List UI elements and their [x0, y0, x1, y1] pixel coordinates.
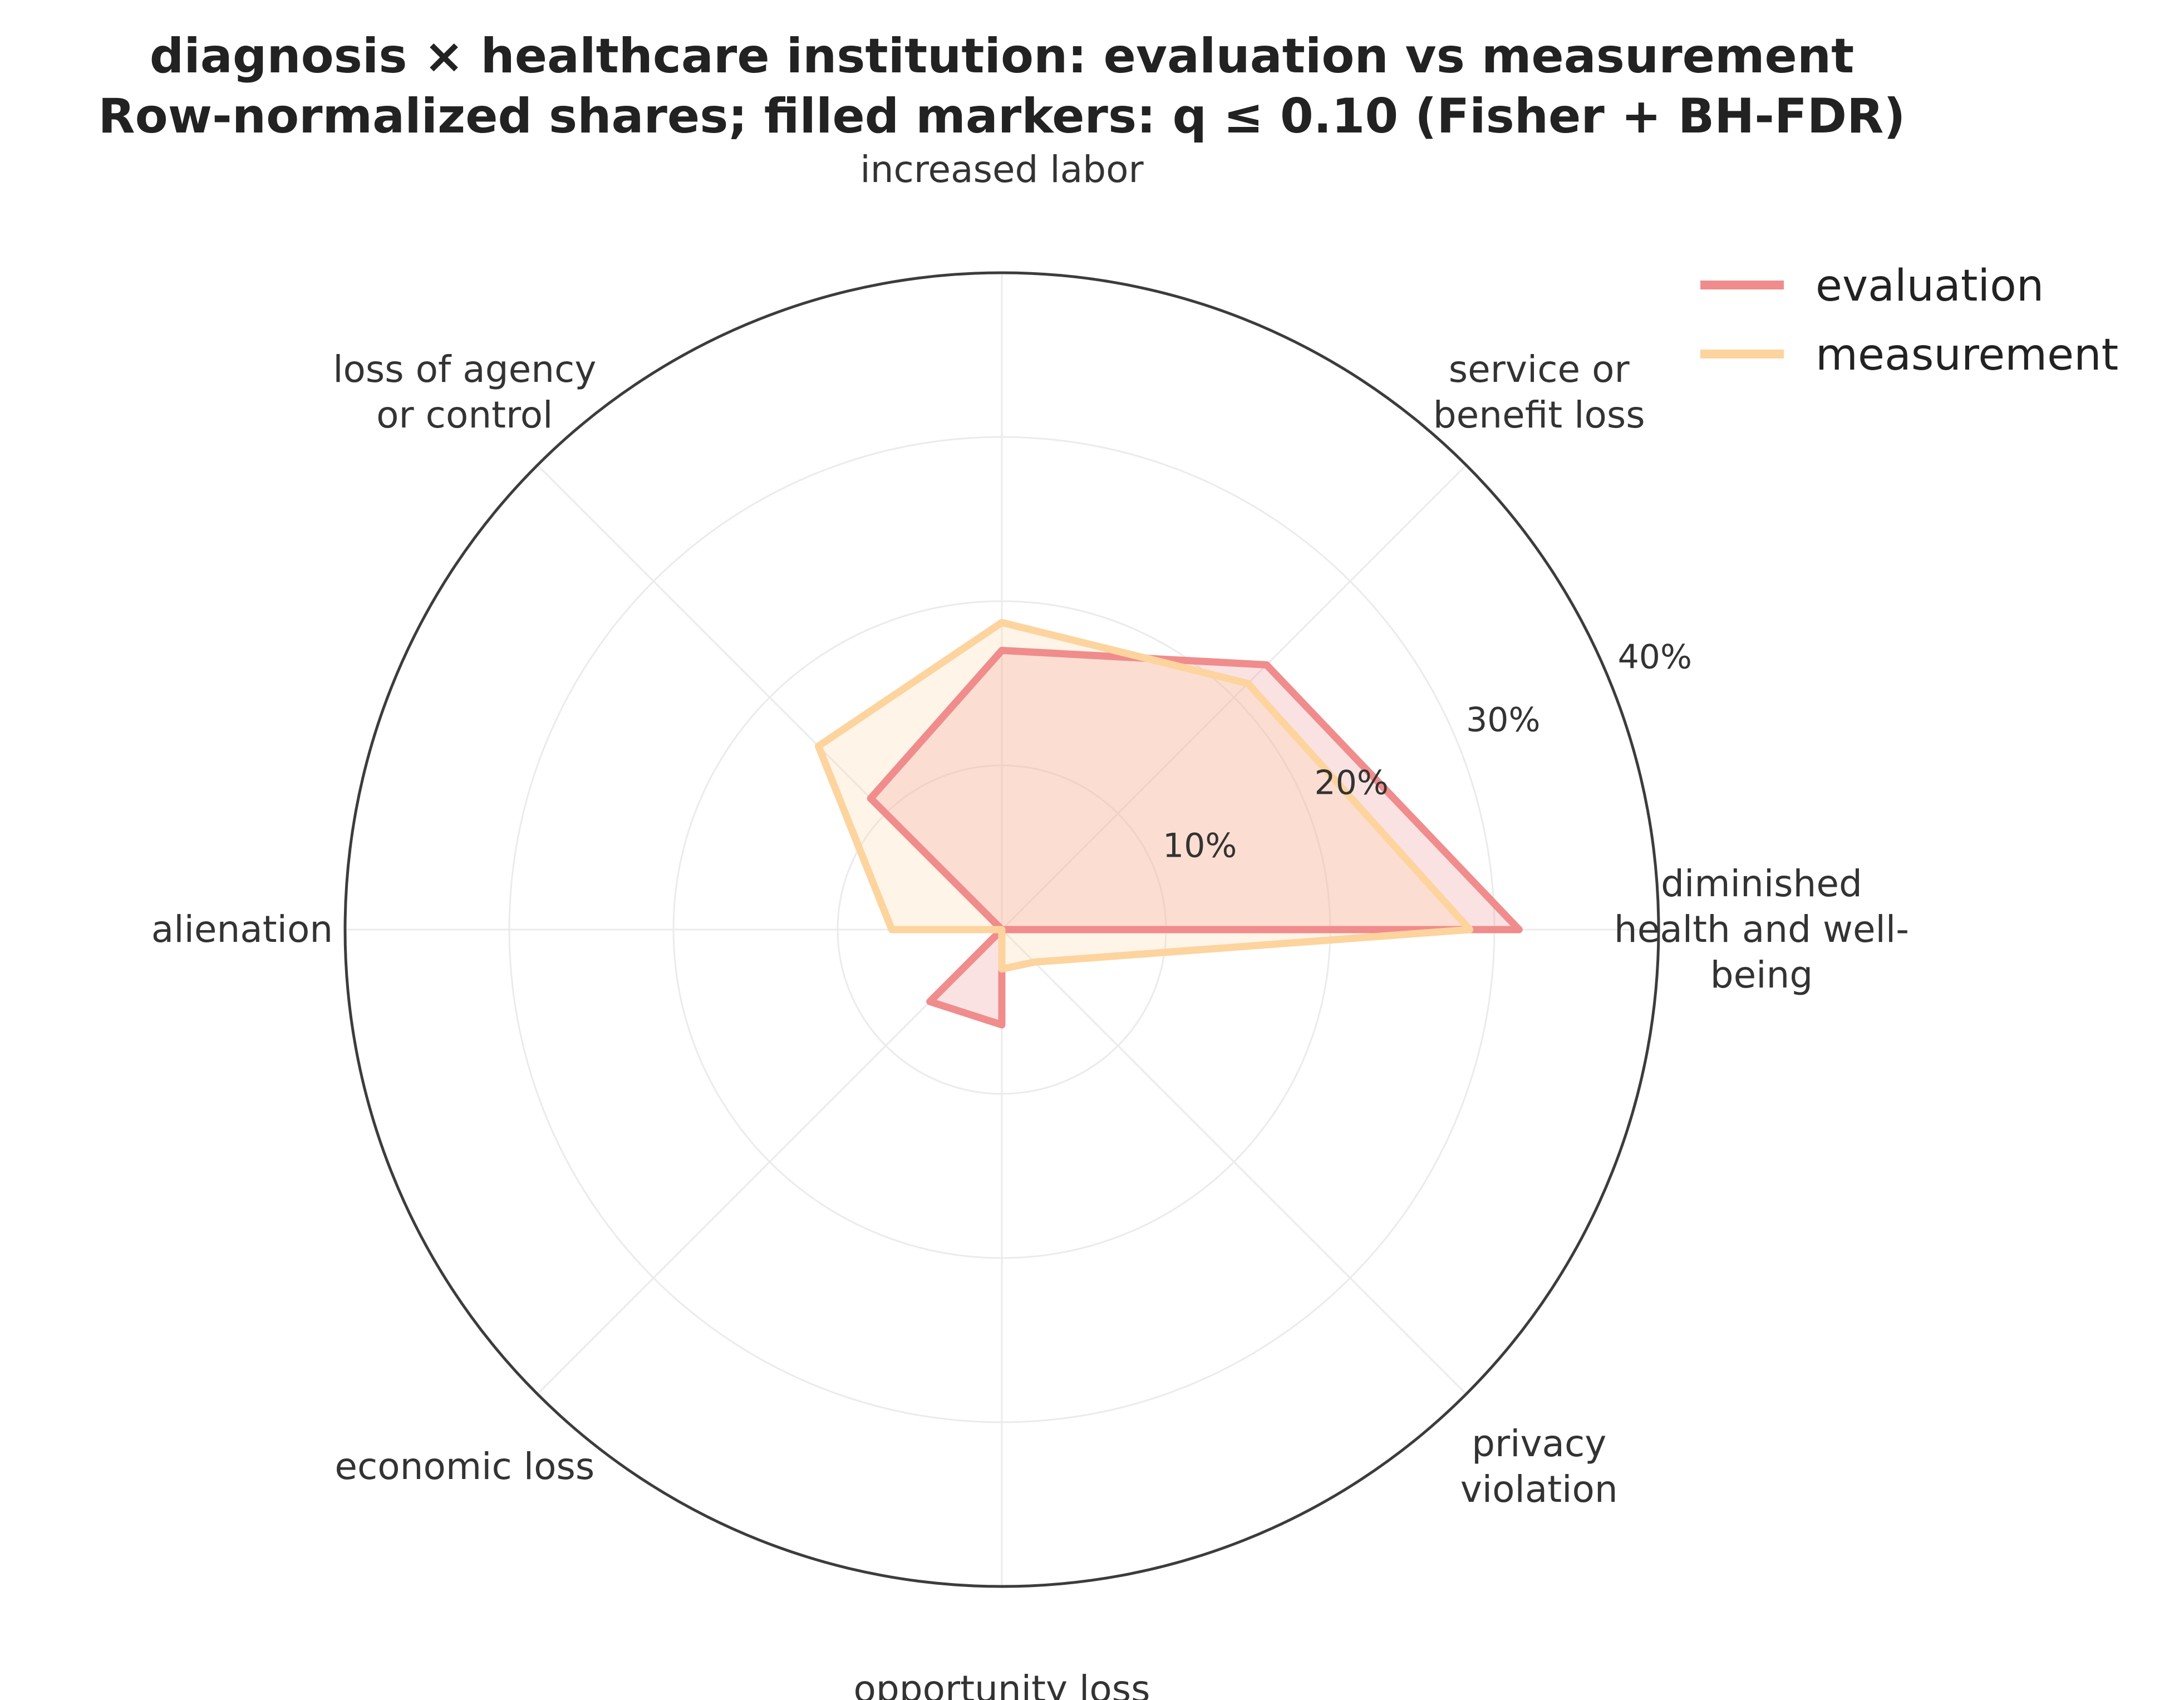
category-label-0: diminished health and well-being [1614, 862, 1909, 996]
grid-spoke-7 [1001, 928, 1467, 1395]
radial-tick-label-2: 30% [1466, 700, 1540, 739]
series-fill-evaluation [870, 650, 1519, 1025]
outer-ring [343, 271, 1660, 1588]
category-label-1-line-1: benefit loss [1433, 394, 1645, 436]
category-label-4-line-0: alienation [151, 908, 333, 951]
category-label-5-line-0: economic loss [335, 1445, 594, 1488]
legend: evaluation measurement [1700, 261, 2118, 380]
category-label-3-line-1: or control [376, 394, 553, 436]
category-label-3-line-0: loss of agency [333, 348, 596, 391]
category-label-1: service or benefit loss [1433, 348, 1645, 436]
category-labels: diminished health and well-being service o… [151, 148, 1909, 1700]
category-label-6-line-0: opportunity loss [854, 1668, 1150, 1700]
grid-spoke-5 [537, 928, 1003, 1395]
grid-spoke-1 [1001, 464, 1467, 931]
radial-tick-label-3: 40% [1618, 638, 1692, 677]
radial-tick-label-1: 20% [1315, 763, 1389, 802]
series-fill-measurement [818, 622, 1470, 969]
category-label-2: increased labor [860, 148, 1144, 191]
category-label-1-line-0: service or [1449, 348, 1630, 391]
radial-tick-label-0: 10% [1163, 826, 1237, 865]
category-label-0-line-0: diminished [1661, 862, 1862, 905]
series-line-measurement [814, 618, 1474, 973]
category-label-7-line-0: privacy [1472, 1422, 1606, 1465]
chart-title-line-1: diagnosis × healthcare institution: eval… [150, 28, 1854, 84]
category-label-2-line-0: increased labor [860, 148, 1144, 191]
radial-tick-labels: 10% 20% 30% 40% [1163, 638, 1692, 866]
category-label-0-line-1: health and well- [1614, 908, 1909, 951]
legend-label-evaluation: evaluation [1816, 261, 2044, 311]
category-label-7-line-1: violation [1460, 1468, 1618, 1511]
legend-label-measurement: measurement [1816, 330, 2118, 380]
category-label-5: economic loss [335, 1445, 594, 1488]
category-label-0-line-2: being [1710, 954, 1813, 996]
category-label-4: alienation [151, 908, 333, 951]
category-label-3: loss of agency or control [333, 348, 596, 436]
series-layer [814, 618, 1523, 1029]
category-label-6: opportunity loss [854, 1668, 1150, 1700]
chart-title-line-2: Row-normalized shares; filled markers: q… [98, 89, 1905, 144]
category-label-7: privacy violation [1460, 1422, 1618, 1511]
